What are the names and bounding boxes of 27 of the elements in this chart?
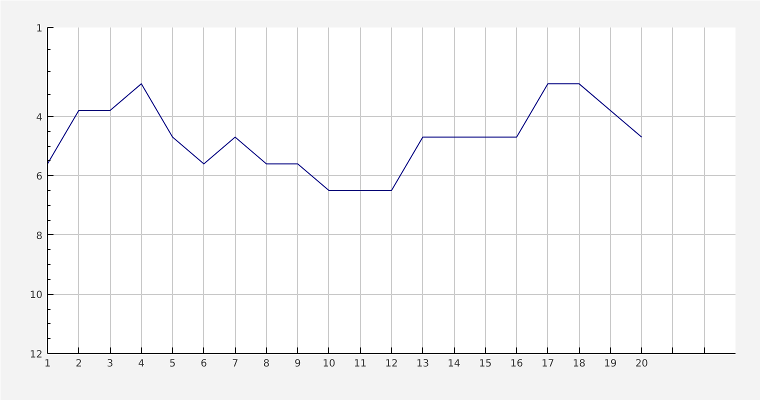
x-tick-label: 15: [478, 358, 492, 370]
x-tick-label: 18: [572, 358, 586, 370]
x-tick-label: 8: [263, 358, 270, 370]
x-tick-label: 3: [106, 358, 114, 370]
x-tick-label: 10: [322, 358, 336, 370]
y-tick-label: 12: [30, 350, 43, 360]
x-tick-label: 5: [169, 358, 176, 370]
x-tick-label: 13: [416, 358, 430, 370]
x-tick-label: 14: [448, 358, 460, 370]
x-tick-label: 9: [294, 358, 301, 370]
y-tick-label: 8: [36, 230, 43, 242]
x-tick-label: 2: [76, 358, 82, 370]
x-tick-label: 11: [354, 358, 367, 370]
x-tick-label: 20: [635, 358, 648, 370]
x-tick-label: 17: [542, 358, 554, 370]
x-tick-label: 19: [604, 358, 617, 370]
x-tick-label: 6: [200, 358, 208, 370]
x-tick-label: 16: [510, 358, 523, 370]
x-tick-label: 1: [44, 358, 51, 370]
line-series: [48, 83, 642, 191]
x-tick-label: 7: [232, 358, 238, 370]
x-tick-label: 12: [385, 358, 398, 370]
y-tick-label: 6: [36, 172, 43, 183]
y-tick-label: 10: [30, 290, 43, 302]
x-tick-label: 4: [138, 358, 145, 370]
y-tick-label: 4: [36, 112, 43, 124]
y-tick-label: 1: [36, 24, 43, 34]
